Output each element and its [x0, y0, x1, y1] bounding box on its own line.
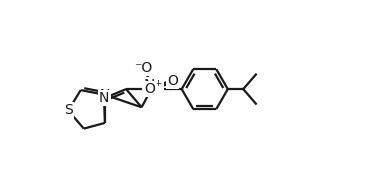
Text: S: S	[64, 103, 73, 117]
Text: O: O	[167, 74, 178, 88]
Text: N⁺: N⁺	[143, 79, 162, 94]
Text: ⁻O: ⁻O	[134, 61, 152, 75]
Text: N: N	[100, 88, 110, 102]
Text: N: N	[99, 91, 109, 105]
Text: O: O	[145, 82, 155, 96]
